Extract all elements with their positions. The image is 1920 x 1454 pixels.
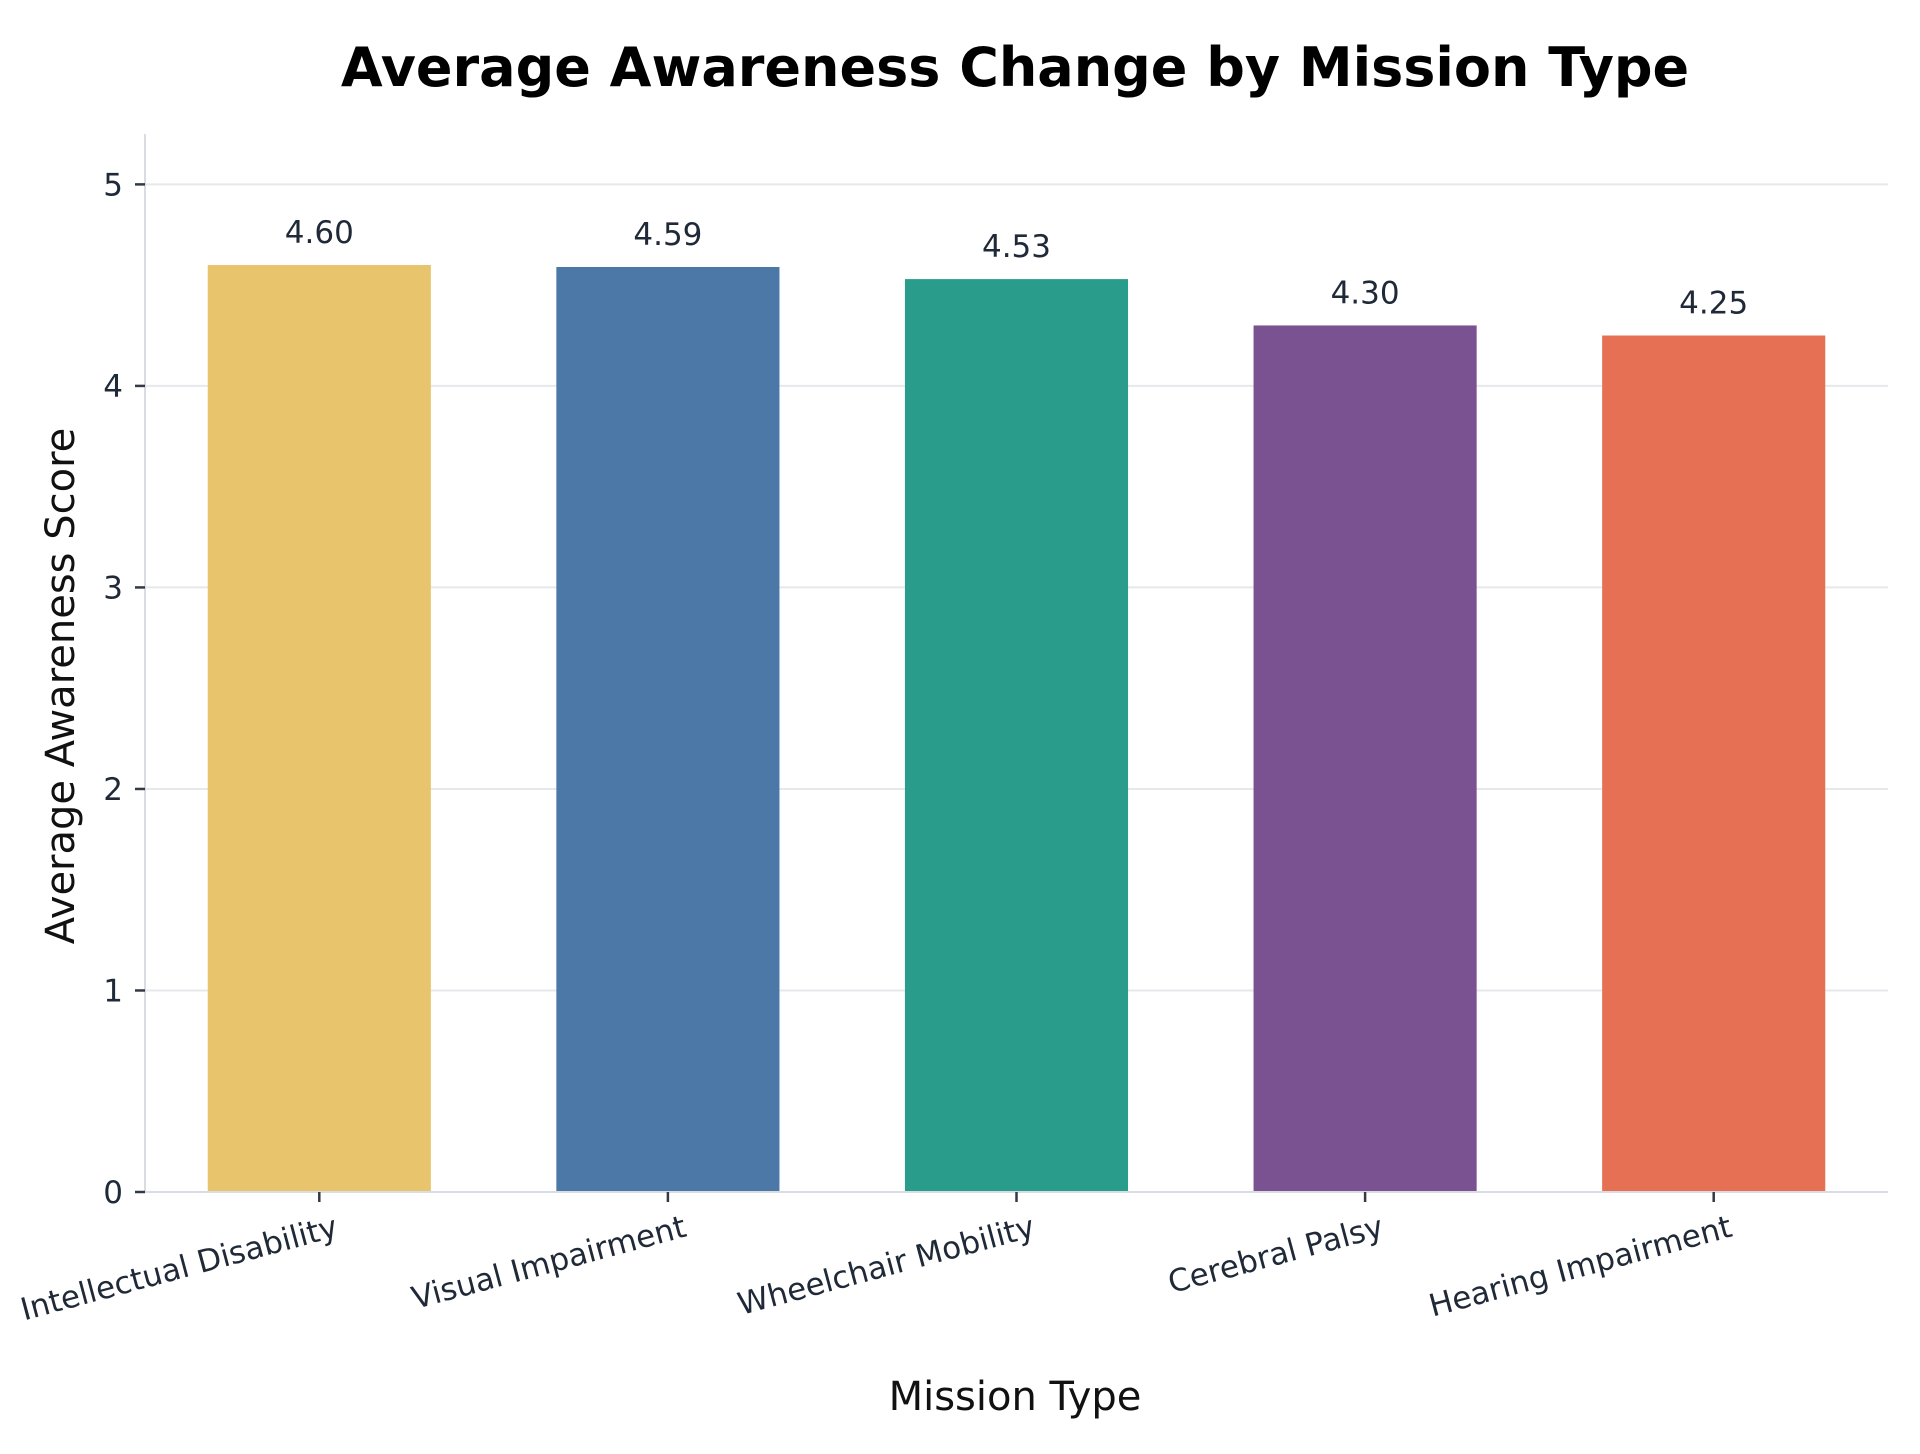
y-tick-label: 3 (103, 570, 123, 606)
x-tick-label: Intellectual Disability (17, 1209, 341, 1328)
data-label: 4.53 (982, 229, 1051, 265)
x-tick-label: Hearing Impairment (1425, 1209, 1736, 1324)
bars (207, 264, 1826, 1192)
y-tick-label: 5 (103, 167, 123, 203)
data-label: 4.25 (1679, 286, 1748, 322)
y-tick-label: 2 (103, 772, 123, 808)
x-axis-title: Mission Type (889, 1374, 1142, 1420)
y-axis-title: Average Awareness Score (38, 428, 84, 945)
y-tick-label: 4 (103, 369, 123, 405)
x-ticks: Intellectual Disability Visual Impairment… (17, 1192, 1736, 1328)
data-label: 4.30 (1331, 275, 1400, 311)
bar (556, 267, 780, 1192)
bar (904, 279, 1129, 1192)
data-label: 4.60 (285, 215, 354, 251)
bar (1253, 325, 1477, 1192)
y-ticks: 0 1 2 3 4 5 (103, 167, 145, 1211)
x-tick-label: Visual Impairment (408, 1209, 690, 1317)
chart-title: Average Awareness Change by Mission Type (341, 36, 1689, 99)
x-tick-label: Cerebral Palsy (1164, 1209, 1387, 1301)
bar (207, 264, 431, 1192)
data-label: 4.59 (633, 217, 702, 253)
data-labels: 4.60 4.59 4.53 4.30 4.25 (285, 215, 1748, 322)
y-tick-label: 0 (103, 1175, 123, 1211)
x-tick-label: Wheelchair Mobility (734, 1209, 1039, 1323)
bar (1602, 335, 1826, 1192)
y-tick-label: 1 (103, 973, 123, 1009)
